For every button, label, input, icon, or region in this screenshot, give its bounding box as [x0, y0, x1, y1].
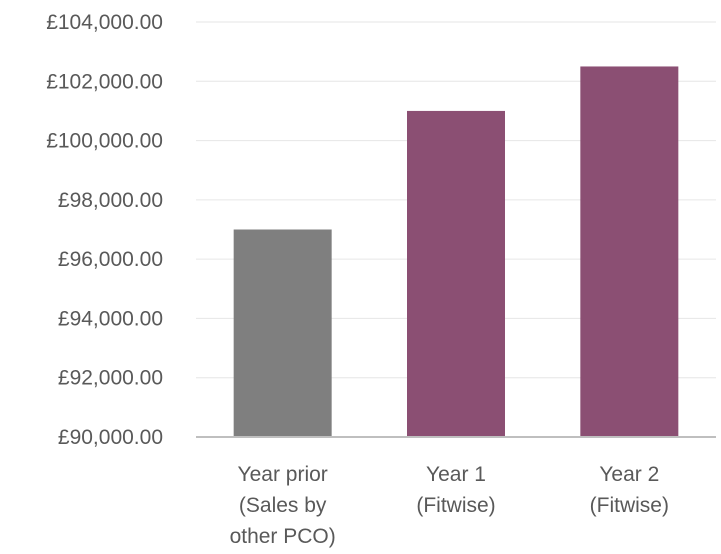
bar — [580, 66, 679, 437]
y-axis-tick-labels: £90,000.00 £92,000.00 £94,000.00 £96,000.00… — [46, 11, 163, 449]
x-category-label-line: Year 1 — [426, 463, 486, 486]
x-axis-category-labels: Year prior (Sales by other PCO) Year 1 (Fitw… — [230, 463, 669, 548]
y-tick-label: £100,000.00 — [46, 130, 163, 153]
x-category-label-line: Year prior — [238, 463, 328, 486]
x-category-label: Year prior (Sales by other PCO) — [230, 463, 336, 548]
y-tick-label: £92,000.00 — [58, 367, 163, 390]
x-category-label-line: (Fitwise) — [590, 494, 669, 517]
y-tick-label: £90,000.00 — [58, 426, 163, 449]
x-category-label-line: (Fitwise) — [416, 494, 495, 517]
x-category-label-line: Year 2 — [599, 463, 659, 486]
y-tick-label: £94,000.00 — [58, 307, 163, 330]
bar — [233, 229, 332, 437]
y-tick-label: £104,000.00 — [46, 11, 163, 34]
x-category-label-line: (Sales by — [239, 494, 327, 517]
y-tick-label: £96,000.00 — [58, 248, 163, 271]
y-tick-label: £98,000.00 — [58, 189, 163, 212]
x-category-label: Year 2 (Fitwise) — [590, 463, 669, 517]
x-category-label-line: other PCO) — [230, 525, 336, 548]
bars-layer — [233, 66, 679, 437]
x-category-label: Year 1 (Fitwise) — [416, 463, 495, 517]
bar — [407, 110, 505, 437]
y-tick-label: £102,000.00 — [46, 70, 163, 93]
